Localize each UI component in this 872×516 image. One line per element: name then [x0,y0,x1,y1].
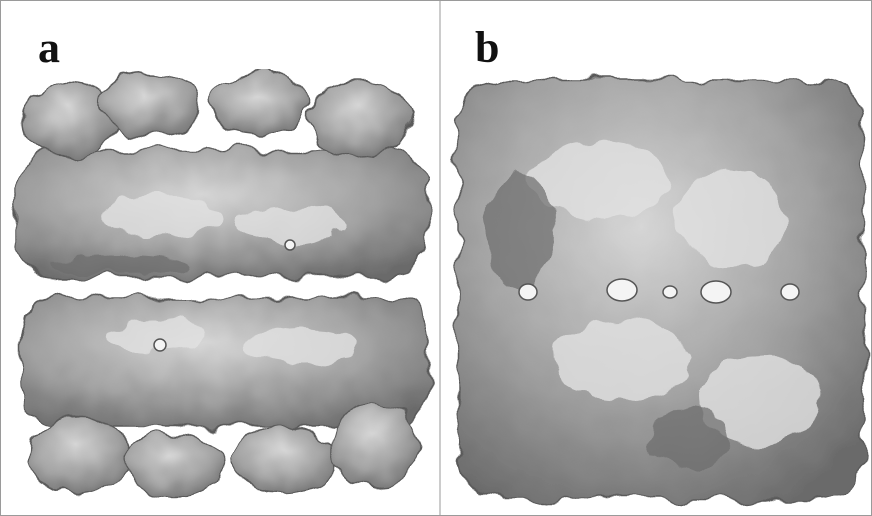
lobe [212,75,308,135]
figure: a b [0,0,872,516]
hole [519,284,537,300]
lobe [100,73,200,137]
page: a b (() => { const data = JSON.parse(doc… [0,0,872,516]
highlight [245,327,355,363]
shadow [650,410,730,470]
lobe [310,82,410,158]
hole [701,281,731,303]
lobe [233,426,337,494]
hole [663,286,677,298]
hole [154,339,166,351]
panel-b-structure [458,80,863,500]
shadow [50,255,190,275]
hole [607,279,637,301]
panel-label: b [475,23,499,72]
lobe [25,82,115,158]
lobe [125,433,225,497]
highlight [550,320,690,400]
lobe [330,405,420,485]
highlight [235,207,345,243]
highlight [100,195,220,235]
panel-label: a [38,23,60,72]
lobe [30,417,130,493]
hole [781,284,799,300]
highlight [675,170,785,270]
shadow [485,170,555,290]
hole [285,240,295,250]
